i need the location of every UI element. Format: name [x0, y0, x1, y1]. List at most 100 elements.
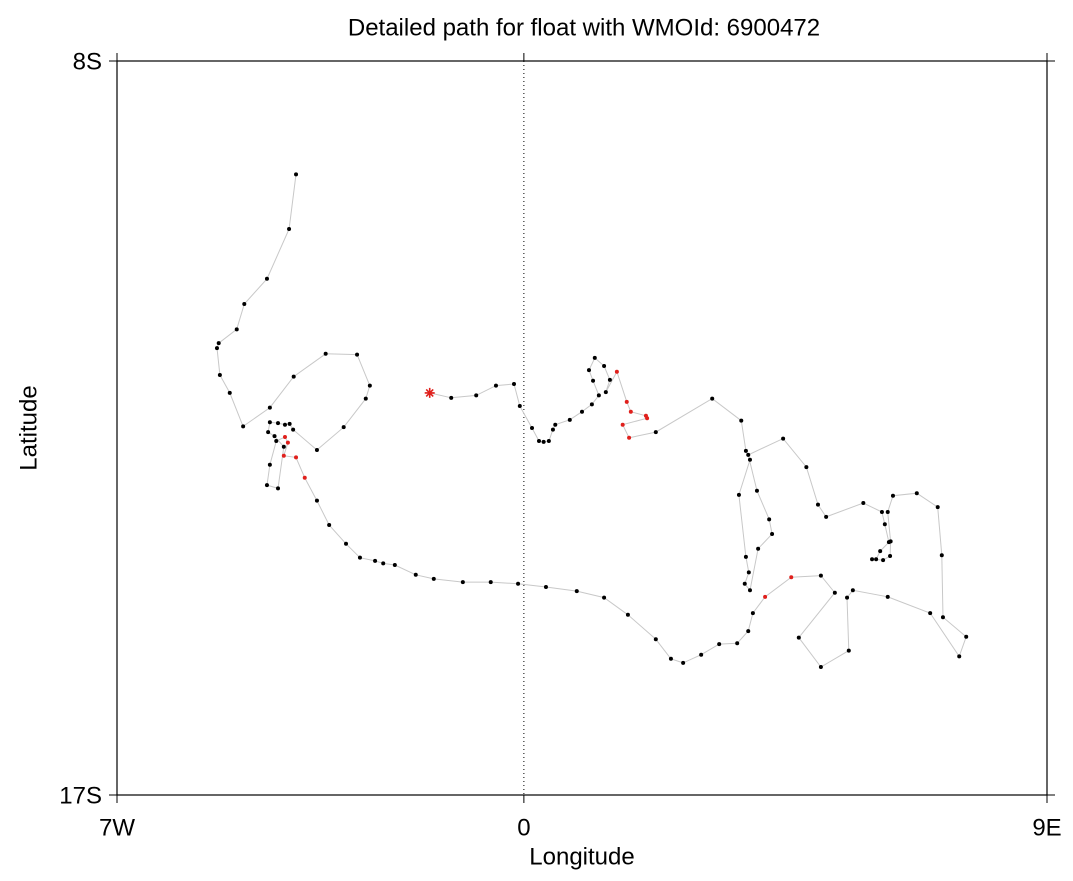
float-position [681, 660, 686, 665]
float-position [281, 444, 286, 449]
float-position [392, 563, 397, 568]
float-position [591, 378, 596, 383]
float-position [287, 421, 292, 426]
float-position [242, 302, 247, 307]
float-position [743, 554, 748, 559]
float-position [511, 381, 516, 386]
float-position [882, 522, 887, 527]
float-position [928, 611, 933, 616]
float-position [879, 510, 884, 515]
float-position [282, 434, 287, 439]
float-position [431, 576, 436, 581]
float-position [267, 462, 272, 467]
float-position [267, 420, 272, 425]
float-position [314, 498, 319, 503]
float-position [272, 434, 277, 439]
float-position [373, 558, 378, 563]
float-position [341, 425, 346, 430]
y-tick-label: 8S [73, 48, 102, 75]
float-position [743, 448, 748, 453]
float-position [628, 409, 633, 414]
float-position [763, 594, 768, 599]
float-position [624, 399, 629, 404]
float-position [541, 439, 546, 444]
float-position [781, 436, 786, 441]
float-position [815, 502, 820, 507]
float-position [832, 590, 837, 595]
float-position [625, 612, 630, 617]
float-position [294, 455, 299, 460]
float-position [474, 393, 479, 398]
float-position [589, 402, 594, 407]
float-position [302, 475, 307, 480]
float-position [804, 465, 809, 470]
float-position [355, 352, 360, 357]
float-position [746, 452, 751, 457]
float-position [653, 430, 658, 435]
float-position [327, 523, 332, 528]
float-position [878, 549, 883, 554]
float-position [516, 581, 521, 586]
float-position [818, 573, 823, 578]
float-position [285, 440, 290, 445]
float-position [323, 351, 328, 356]
x-tick-label: 9E [1032, 814, 1061, 841]
float-position [357, 555, 362, 560]
float-position [653, 637, 658, 642]
float-position [746, 570, 751, 575]
float-position [885, 594, 890, 599]
float-position [940, 615, 945, 620]
float-position [460, 580, 465, 585]
float-position [493, 383, 498, 388]
float-position [281, 453, 286, 458]
float-position [276, 421, 281, 426]
float-position [885, 510, 890, 515]
float-position [850, 588, 855, 593]
float-position [274, 439, 279, 444]
float-position [767, 517, 772, 522]
float-position [750, 611, 755, 616]
float-position [614, 369, 619, 374]
float-position [935, 505, 940, 510]
float-position [596, 393, 601, 398]
float-position [861, 501, 866, 506]
float-position [845, 595, 850, 600]
float-position [363, 396, 368, 401]
float-position [227, 390, 232, 395]
float-position [607, 377, 612, 382]
float-position [264, 483, 269, 488]
float-position [888, 539, 893, 544]
float-position [216, 341, 221, 346]
float-position [870, 557, 875, 562]
float-position [367, 383, 372, 388]
float-position [546, 439, 551, 444]
float-position [746, 629, 751, 634]
float-position [553, 422, 558, 427]
float-position [710, 396, 715, 401]
float-position [846, 648, 851, 653]
float-position [957, 654, 962, 659]
float-position [747, 588, 752, 593]
float-position [824, 514, 829, 519]
float-position [620, 422, 625, 427]
float-position [276, 486, 281, 491]
x-axis-title: Longitude [529, 843, 634, 870]
float-position [914, 491, 919, 496]
x-tick-label: 7W [99, 814, 135, 841]
float-path [216, 174, 967, 668]
chart-title: Detailed path for float with WMOId: 6900… [348, 14, 820, 41]
float-position [756, 546, 761, 551]
float-position [264, 276, 269, 281]
float-position [890, 493, 895, 498]
float-position [282, 422, 287, 427]
float-position [770, 532, 775, 537]
float-position [291, 374, 296, 379]
y-axis-title: Latitude [15, 385, 42, 470]
plot-frame [116, 60, 1048, 796]
float-position [736, 492, 741, 497]
float-position [602, 595, 607, 600]
y-tick-label: 17S [59, 782, 102, 809]
float-position [699, 652, 704, 657]
float-position [267, 405, 272, 410]
